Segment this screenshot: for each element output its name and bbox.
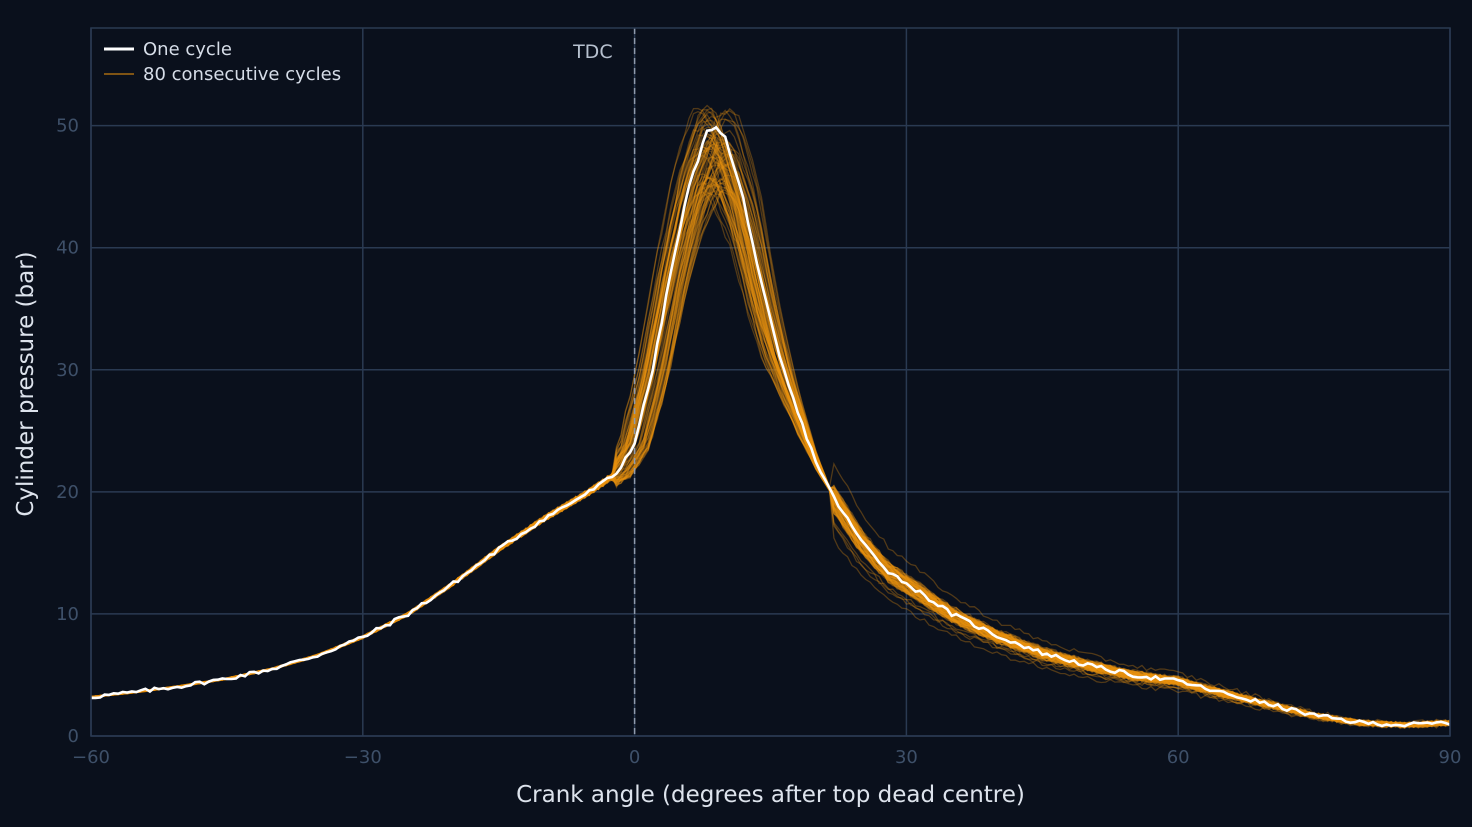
cycle-trace-70 xyxy=(91,160,1451,728)
legend-label-cycles: 80 consecutive cycles xyxy=(143,64,341,85)
cycle-trace-8 xyxy=(90,109,1451,727)
cycle-trace-44 xyxy=(90,131,1451,729)
legend: One cycle 80 consecutive cycles xyxy=(104,39,341,85)
cycle-trace-2 xyxy=(90,174,1451,727)
cycle-trace-63 xyxy=(90,161,1451,727)
tdc-label: TDC xyxy=(572,41,613,63)
y-tick-label-2: 20 xyxy=(56,482,79,503)
cycle-trace-42 xyxy=(90,144,1451,727)
x-axis-ticks: −60 −30 0 30 60 90 xyxy=(72,747,1461,768)
y-tick-label-1: 10 xyxy=(56,604,79,625)
x-tick-label-3: 30 xyxy=(895,747,918,768)
cycle-trace-15 xyxy=(90,141,1451,727)
x-tick-label-0: −60 xyxy=(72,747,110,768)
y-tick-label-4: 40 xyxy=(56,238,79,259)
y-axis-ticks: 0 10 20 30 40 50 xyxy=(56,116,79,747)
x-tick-label-2: 0 xyxy=(629,747,640,768)
cycle-trace-58 xyxy=(90,174,1451,727)
cycle-trace-77 xyxy=(90,125,1451,729)
y-tick-label-5: 50 xyxy=(56,116,79,137)
x-tick-label-5: 90 xyxy=(1439,747,1462,768)
cycle-trace-65 xyxy=(90,156,1451,729)
y-tick-label-3: 30 xyxy=(56,360,79,381)
cycle-trace-62 xyxy=(90,119,1451,728)
one-cycle-line xyxy=(91,125,1451,728)
y-tick-label-0: 0 xyxy=(68,726,79,747)
plot-frame xyxy=(90,27,1451,737)
x-tick-label-1: −30 xyxy=(344,747,382,768)
cycle-trace-78 xyxy=(90,135,1451,729)
x-axis-title: Crank angle (degrees after top dead cent… xyxy=(516,782,1025,808)
cycle-trace-48 xyxy=(90,145,1451,728)
cycle-trace-36 xyxy=(90,192,1451,728)
cycle-trace-73 xyxy=(90,119,1451,727)
cycle-trace-20 xyxy=(90,190,1451,728)
cycle-trace-66 xyxy=(91,162,1451,728)
cycle-trace-56 xyxy=(90,183,1451,727)
cycle-trace-27 xyxy=(90,107,1451,729)
x-tick-label-4: 60 xyxy=(1167,747,1190,768)
y-axis-title: Cylinder pressure (bar) xyxy=(13,251,39,516)
legend-label-one-cycle: One cycle xyxy=(143,39,232,60)
cycle-trace-47 xyxy=(90,182,1451,728)
